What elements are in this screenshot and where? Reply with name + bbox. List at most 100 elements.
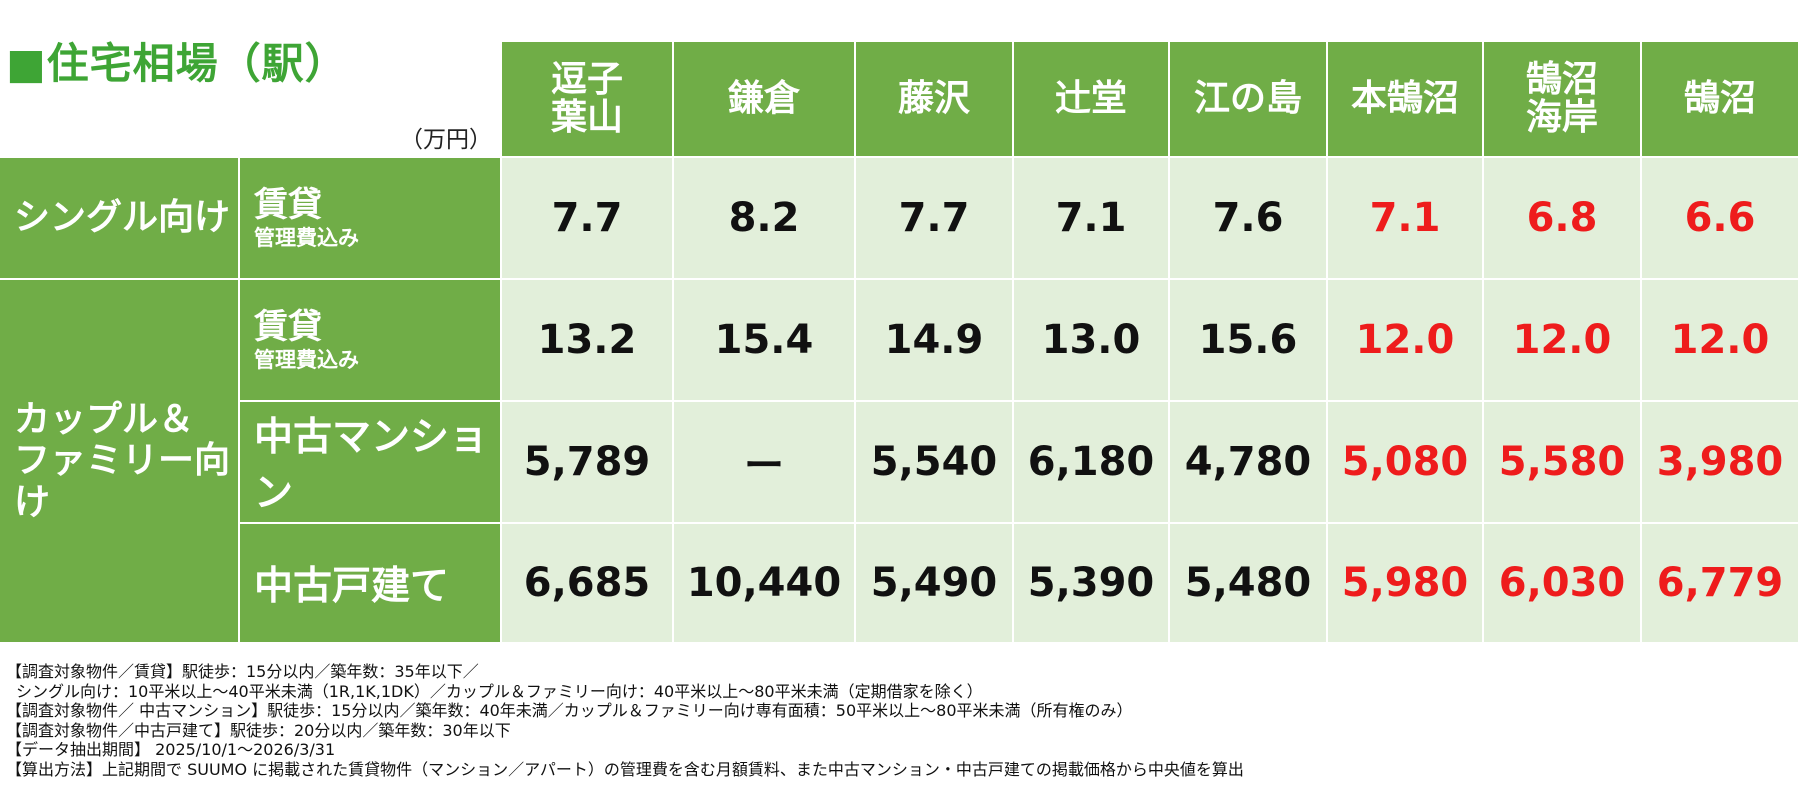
value-cell: 7.7 — [856, 158, 1012, 278]
mansion-label: 中古マンション — [254, 415, 489, 516]
value-cell: 7.1 — [1014, 158, 1168, 278]
value-cell: 6,030 — [1484, 524, 1640, 642]
station-name: 江の島 — [1193, 78, 1302, 120]
value-text: 6.8 — [1526, 195, 1598, 241]
footnote: 【算出方法】上記期間で SUUMO に掲載された賃貸物件（マンション／アパート）… — [6, 759, 1244, 779]
value-cell: 6.6 — [1642, 158, 1798, 278]
row-group-family: カップル＆ ファミリー向け — [0, 280, 238, 642]
value-text: 13.2 — [537, 317, 637, 363]
value-cell: 12.0 — [1328, 280, 1482, 400]
station-header: 逗子 葉山 — [502, 42, 672, 156]
value-cell: 7.1 — [1328, 158, 1482, 278]
value-text: 6,030 — [1498, 560, 1626, 606]
value-text: 13.0 — [1041, 317, 1141, 363]
footnote: 【調査対象物件／中古戸建て】駅徒歩：20分以内／築年数：30年以下 — [6, 720, 511, 740]
value-text: 7.7 — [551, 195, 623, 241]
value-text: 5,789 — [523, 439, 651, 485]
value-text: 7.1 — [1055, 195, 1127, 241]
station-header: 江の島 — [1170, 42, 1326, 156]
value-text: 4,780 — [1184, 439, 1312, 485]
value-cell: 13.2 — [502, 280, 672, 400]
value-cell: 12.0 — [1484, 280, 1640, 400]
value-text: 6.6 — [1684, 195, 1756, 241]
station-name: 鵠沼 海岸 — [1525, 59, 1598, 138]
value-cell: 6,779 — [1642, 524, 1798, 642]
value-cell: 15.4 — [674, 280, 854, 400]
house-label: 中古戸建て — [254, 564, 450, 609]
value-cell: 5,390 — [1014, 524, 1168, 642]
value-text: 5,580 — [1498, 439, 1626, 485]
value-cell: 7.7 — [502, 158, 672, 278]
value-text: 5,490 — [870, 560, 998, 606]
row-label-house: 中古戸建て — [240, 524, 500, 642]
footnote: シングル向け：10平米以上～40平米未満（1R,1K,1DK）／カップル＆ファミ… — [16, 681, 983, 701]
page-title: ■住宅相場（駅） — [6, 39, 348, 88]
value-cell: 8.2 — [674, 158, 854, 278]
value-cell: 5,789 — [502, 402, 672, 522]
rent-label-group: 賃貸 管理費込み — [254, 307, 359, 373]
footnotes: 【調査対象物件／賃貸】駅徒歩：15分以内／築年数：35年以下／ シングル向け：1… — [6, 662, 1244, 779]
station-name: 逗子 葉山 — [550, 59, 623, 138]
unit-label: （万円） — [400, 127, 492, 153]
row-label-rent: 賃貸 管理費込み — [240, 280, 500, 400]
value-text: 3,980 — [1656, 439, 1784, 485]
value-text: 5,980 — [1341, 560, 1469, 606]
row-group-single: シングル向け — [0, 158, 238, 278]
station-header: 藤沢 — [856, 42, 1012, 156]
value-text: 12.0 — [1512, 317, 1612, 363]
value-cell: 6.8 — [1484, 158, 1640, 278]
value-text: 6,180 — [1027, 439, 1155, 485]
value-text: ー — [744, 443, 784, 489]
value-text: 15.4 — [714, 317, 814, 363]
station-name: 鵠沼 — [1683, 78, 1756, 120]
value-cell: 5,540 — [856, 402, 1012, 522]
value-text: 6,779 — [1656, 560, 1784, 606]
station-name: 藤沢 — [897, 78, 970, 120]
value-cell: 6,685 — [502, 524, 672, 642]
station-header: 鵠沼 海岸 — [1484, 42, 1640, 156]
value-cell: 5,490 — [856, 524, 1012, 642]
value-text: 6,685 — [523, 560, 651, 606]
value-cell: 14.9 — [856, 280, 1012, 400]
footnote: 【データ抽出期間】 2025/10/1～2026/3/31 — [6, 740, 336, 759]
value-cell: 5,580 — [1484, 402, 1640, 522]
station-header: 鵠沼 — [1642, 42, 1798, 156]
station-header: 鎌倉 — [674, 42, 854, 156]
value-text: 5,390 — [1027, 560, 1155, 606]
station-header: 本鵠沼 — [1328, 42, 1482, 156]
value-text: 7.7 — [898, 195, 970, 241]
footnote: 【調査対象物件／ 中古マンション】駅徒歩：15分以内／築年数：40年未満／カップ… — [6, 701, 1133, 720]
value-cell: ー — [674, 402, 854, 522]
station-name: 辻堂 — [1054, 78, 1127, 120]
value-text: 8.2 — [728, 195, 800, 241]
rent-sublabel: 管理費込み — [254, 225, 359, 250]
row-group-label: カップル＆ ファミリー向け — [14, 398, 231, 523]
value-text: 7.6 — [1212, 195, 1284, 241]
station-name: 本鵠沼 — [1350, 78, 1459, 120]
value-cell: 4,780 — [1170, 402, 1326, 522]
rent-label: 賃貸 — [254, 307, 322, 347]
value-cell: 6,180 — [1014, 402, 1168, 522]
value-cell: 5,480 — [1170, 524, 1326, 642]
value-cell: 13.0 — [1014, 280, 1168, 400]
value-text: 12.0 — [1670, 317, 1770, 363]
value-text: 5,480 — [1184, 560, 1312, 606]
row-label-rent: 賃貸 管理費込み — [240, 158, 500, 278]
row-group-label: シングル向け — [14, 197, 231, 239]
station-name: 鎌倉 — [727, 78, 800, 120]
value-cell: 3,980 — [1642, 402, 1798, 522]
value-text: 14.9 — [884, 317, 984, 363]
value-cell: 10,440 — [674, 524, 854, 642]
value-text: 5,080 — [1341, 439, 1469, 485]
rent-label-group: 賃貸 管理費込み — [254, 185, 359, 251]
row-label-mansion: 中古マンション — [240, 402, 500, 522]
value-text: 12.0 — [1355, 317, 1455, 363]
station-header: 辻堂 — [1014, 42, 1168, 156]
footnote: 【調査対象物件／賃貸】駅徒歩：15分以内／築年数：35年以下／ — [6, 662, 479, 681]
value-text: 7.1 — [1369, 195, 1441, 241]
value-text: 5,540 — [870, 439, 998, 485]
rent-sublabel: 管理費込み — [254, 347, 359, 372]
value-cell: 7.6 — [1170, 158, 1326, 278]
value-cell: 15.6 — [1170, 280, 1326, 400]
value-cell: 12.0 — [1642, 280, 1798, 400]
